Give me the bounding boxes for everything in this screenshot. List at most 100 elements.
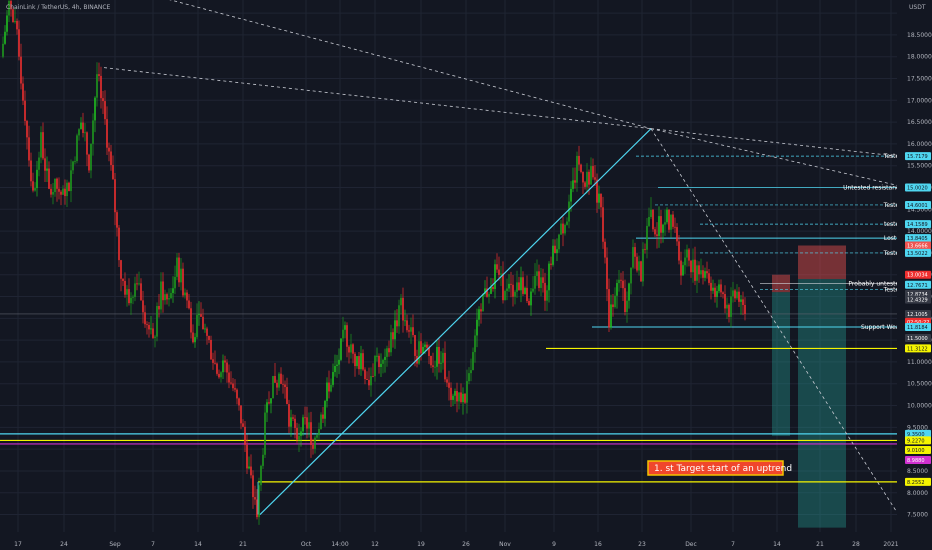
candle-body — [494, 264, 496, 289]
price-tag — [905, 446, 931, 455]
candle-body — [528, 301, 530, 306]
level-label: Support Weak — [861, 324, 904, 331]
candle-body — [326, 382, 328, 401]
time-tick-label: 26 — [462, 541, 470, 548]
candle-body — [224, 360, 226, 363]
candle-body — [604, 241, 606, 258]
candle-body — [262, 454, 264, 466]
candle-body — [162, 281, 164, 301]
candle-body — [658, 216, 660, 236]
candle-body — [302, 417, 304, 432]
candle-body — [580, 164, 582, 172]
candle-body — [454, 390, 456, 396]
candle-body — [696, 265, 698, 281]
candle-body — [640, 261, 642, 282]
resistance-line-top — [169, 0, 652, 130]
candle-body — [410, 327, 412, 332]
candle-body — [690, 260, 692, 273]
candle-body — [484, 288, 486, 295]
candle-body — [720, 284, 722, 293]
candle-body — [78, 129, 80, 136]
candle-body — [264, 412, 266, 455]
candle-body — [506, 288, 508, 291]
price-axis[interactable]: USDT 18.5000 18.0000 17.5000 17.0000 16.5000 1… — [897, 0, 932, 550]
candle-body — [44, 158, 46, 171]
candle-body — [712, 287, 714, 291]
candle-body — [118, 227, 120, 261]
candle-body — [260, 465, 262, 486]
candle-body — [730, 296, 732, 317]
candle-body — [10, 0, 12, 10]
candle-body — [482, 294, 484, 312]
candle-body — [132, 296, 134, 298]
candle-body — [136, 283, 138, 285]
profit-zone-1 — [772, 292, 790, 437]
candle-body — [102, 98, 104, 102]
price-tag-label: 8.9880 — [907, 458, 925, 464]
candle-body — [498, 269, 500, 275]
price-tag — [905, 309, 931, 318]
candle-body — [442, 352, 444, 363]
time-tick-label: 9 — [552, 541, 556, 548]
candle-body — [624, 288, 626, 313]
candle-body — [234, 388, 236, 390]
candle-body — [138, 283, 140, 285]
price-tag-label: 13.6666 — [907, 244, 928, 250]
time-tick-label: 7 — [151, 541, 155, 548]
candle-body — [50, 188, 52, 195]
candle-body — [650, 209, 652, 217]
candle-body — [164, 294, 166, 301]
candle-body — [76, 135, 78, 162]
candle-body — [24, 100, 26, 121]
price-tag — [905, 429, 931, 438]
time-tick-label: Dec — [685, 541, 697, 548]
price-tag-label: 9.0100 — [907, 448, 925, 454]
candle-body — [48, 168, 50, 189]
position-zones — [772, 245, 846, 528]
candle-body — [444, 352, 446, 380]
candle-body — [676, 227, 678, 242]
candle-body — [424, 344, 426, 347]
candle-body — [360, 353, 362, 370]
candle-body — [460, 392, 462, 403]
price-tick-label: 7.5000 — [907, 512, 928, 519]
candle-body — [270, 398, 272, 404]
candle-body — [86, 132, 88, 155]
price-tick-label: 14.5000 — [907, 206, 932, 213]
candle-body — [688, 249, 690, 261]
time-axis[interactable]: 17 24 Sep 7 14 21 Oct 14:00 12 19 26 Nov 9 16 23 Dec 7 14… — [0, 536, 932, 550]
candle-body — [420, 341, 422, 354]
candle-body — [674, 226, 676, 228]
candle-body — [46, 168, 48, 171]
candle-body — [632, 247, 634, 268]
candle-body — [610, 304, 612, 328]
candle-body — [510, 283, 512, 285]
price-tag — [905, 183, 931, 192]
candle-body — [288, 404, 290, 427]
candle-body — [228, 372, 230, 383]
candle-body — [516, 282, 518, 292]
candle-body — [130, 297, 132, 304]
candle-body — [418, 341, 420, 364]
candle-body — [648, 216, 650, 226]
price-tag — [905, 295, 931, 304]
resistance-line-mid — [103, 67, 652, 130]
candle-body — [192, 332, 194, 343]
candle-body — [436, 346, 438, 367]
candle-body — [440, 362, 442, 364]
price-tag-label: 12.4329 — [907, 298, 928, 304]
candle-body — [298, 435, 300, 440]
price-tick-label: 17.0000 — [907, 97, 932, 104]
candle-body — [496, 264, 498, 270]
trend-lines — [103, 0, 898, 515]
price-tag-label: 9.3500 — [907, 432, 925, 438]
candle-body — [358, 356, 360, 370]
candle-body — [468, 373, 470, 382]
candle-body — [396, 320, 398, 327]
candle-body — [94, 97, 96, 121]
candle-body — [252, 475, 254, 498]
candle-body — [30, 160, 32, 182]
candle-body — [364, 369, 366, 379]
candle-body — [616, 283, 618, 296]
